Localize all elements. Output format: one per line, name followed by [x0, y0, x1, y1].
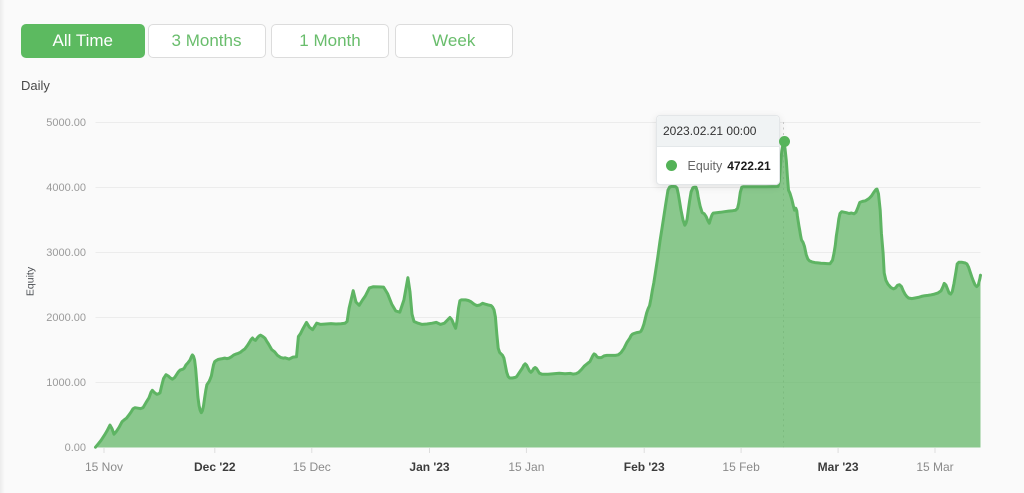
- svg-text:15 Feb: 15 Feb: [722, 460, 760, 474]
- svg-text:15 Dec: 15 Dec: [293, 460, 331, 474]
- svg-text:0.00: 0.00: [65, 442, 86, 454]
- svg-text:5000.00: 5000.00: [46, 117, 86, 129]
- svg-text:15 Jan: 15 Jan: [508, 460, 544, 474]
- svg-text:2000.00: 2000.00: [46, 312, 86, 324]
- svg-text:Jan '23: Jan '23: [409, 460, 450, 474]
- svg-text:3000.00: 3000.00: [46, 247, 86, 259]
- svg-text:4000.00: 4000.00: [46, 182, 86, 194]
- svg-text:15 Nov: 15 Nov: [85, 460, 123, 474]
- svg-text:1000.00: 1000.00: [46, 377, 86, 389]
- svg-text:Feb '23: Feb '23: [624, 460, 665, 474]
- svg-text:15 Mar: 15 Mar: [916, 460, 953, 474]
- svg-text:Mar '23: Mar '23: [818, 460, 859, 474]
- svg-text:Dec '22: Dec '22: [194, 460, 236, 474]
- svg-text:Equity: Equity: [25, 266, 37, 296]
